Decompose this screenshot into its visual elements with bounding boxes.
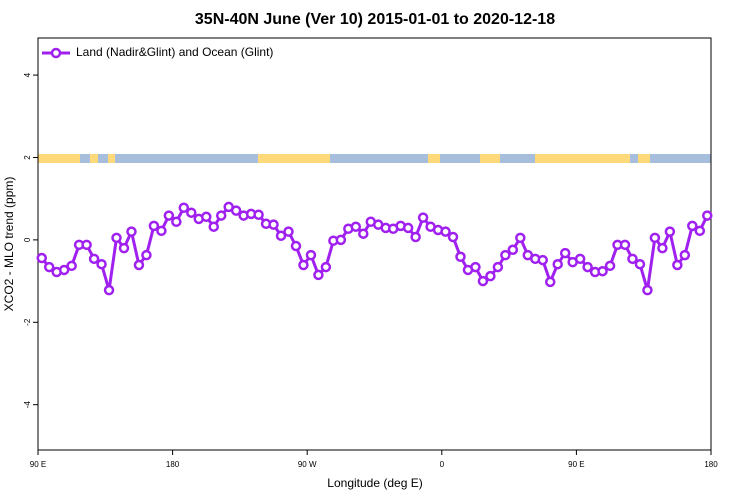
data-point xyxy=(163,210,175,221)
data-point xyxy=(133,259,145,271)
data-point xyxy=(477,275,489,287)
data-point xyxy=(642,284,653,296)
data-point xyxy=(687,220,698,232)
data-point xyxy=(283,226,294,237)
data-point xyxy=(320,261,332,273)
y-tick-label: -4 xyxy=(23,401,32,409)
data-point xyxy=(485,270,496,282)
data-point xyxy=(470,261,481,273)
data-point xyxy=(36,252,47,264)
legend: Land (Nadir&Glint) and Ocean (Glint) xyxy=(42,45,273,59)
legend-marker xyxy=(50,47,62,59)
data-point xyxy=(679,249,691,261)
data-point xyxy=(298,259,309,271)
y-tick-label: 4 xyxy=(23,72,32,77)
data-point xyxy=(440,226,451,237)
data-point xyxy=(358,228,369,239)
data-point xyxy=(604,260,616,272)
data-point xyxy=(410,231,421,243)
data-point xyxy=(507,244,519,256)
data-point xyxy=(103,284,115,296)
data-point xyxy=(350,221,362,232)
data-point xyxy=(186,207,197,218)
data-point xyxy=(455,251,466,263)
data-point xyxy=(559,247,571,259)
y-tick-label: 2 xyxy=(23,155,32,160)
data-point xyxy=(66,260,77,272)
data-point xyxy=(268,219,279,230)
data-point xyxy=(694,225,706,237)
data-point xyxy=(537,254,548,266)
y-tick-label: -2 xyxy=(23,318,32,326)
data-point xyxy=(417,212,429,223)
chart-title: 35N-40N June (Ver 10) 2015-01-01 to 2020… xyxy=(195,11,555,28)
data-point xyxy=(141,249,152,261)
data-point xyxy=(447,231,459,243)
data-point xyxy=(230,205,242,216)
x-tick-label: 0 xyxy=(440,460,445,469)
legend-label: Land (Nadir&Glint) and Ocean (Glint) xyxy=(76,45,273,59)
data-point xyxy=(275,230,287,242)
data-point xyxy=(672,259,683,271)
data-point xyxy=(574,253,586,265)
data-point xyxy=(290,240,302,252)
data-point xyxy=(582,261,593,273)
land-ocean-strip xyxy=(38,154,711,163)
data-point xyxy=(664,226,676,237)
data-point xyxy=(402,222,414,234)
data-point xyxy=(208,221,219,232)
plot-frame xyxy=(37,37,712,451)
data-point xyxy=(148,220,160,232)
data-point xyxy=(178,202,190,213)
data-point xyxy=(305,249,317,261)
y-axis-label: XCO2 - MLO trend (ppm) xyxy=(2,177,16,312)
data-point xyxy=(702,210,713,221)
data-point xyxy=(515,232,526,244)
data-point xyxy=(58,264,70,276)
x-tick-label: 90 E xyxy=(568,460,584,469)
x-tick-label: 180 xyxy=(166,460,180,469)
data-point xyxy=(96,258,107,270)
data-point xyxy=(544,276,556,288)
x-tick-label: 90 E xyxy=(30,460,46,469)
data-point xyxy=(111,232,122,244)
x-axis-label: Longitude (deg E) xyxy=(327,476,422,490)
data-point xyxy=(313,269,324,281)
data-point xyxy=(552,258,563,270)
data-point xyxy=(634,258,646,270)
data-point xyxy=(253,209,264,220)
data-point xyxy=(657,242,668,254)
data-point xyxy=(171,216,182,228)
data-point xyxy=(627,253,638,265)
data-point xyxy=(597,265,608,277)
data-point xyxy=(118,242,130,254)
data-point xyxy=(649,232,661,244)
data-point xyxy=(492,261,504,273)
data-point xyxy=(500,249,511,261)
data-point xyxy=(215,210,227,221)
data-point xyxy=(81,239,92,251)
x-tick-label: 90 W xyxy=(298,460,317,469)
x-tick-label: 180 xyxy=(704,460,718,469)
data-point xyxy=(201,211,212,223)
data-point xyxy=(335,234,347,246)
data-point xyxy=(156,225,167,237)
data-point xyxy=(43,261,55,273)
data-point xyxy=(88,253,100,265)
y-tick-label: 0 xyxy=(23,237,32,242)
data-point xyxy=(619,239,631,251)
data-point xyxy=(126,226,137,237)
